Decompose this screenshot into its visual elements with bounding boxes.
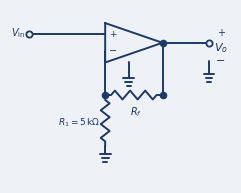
Text: −: − [216, 56, 226, 66]
Text: $R_f$: $R_f$ [130, 105, 142, 119]
Text: $R_1 = 5\,\mathregular{k\Omega}$: $R_1 = 5\,\mathregular{k\Omega}$ [58, 116, 100, 129]
Text: +: + [109, 30, 117, 39]
Point [161, 93, 164, 96]
Text: $V_{\mathregular{in}}$: $V_{\mathregular{in}}$ [11, 26, 25, 40]
Point [103, 93, 107, 96]
Text: +: + [217, 28, 225, 38]
Point [161, 41, 164, 44]
Text: $V_o$: $V_o$ [214, 41, 228, 55]
Text: −: − [109, 47, 117, 57]
